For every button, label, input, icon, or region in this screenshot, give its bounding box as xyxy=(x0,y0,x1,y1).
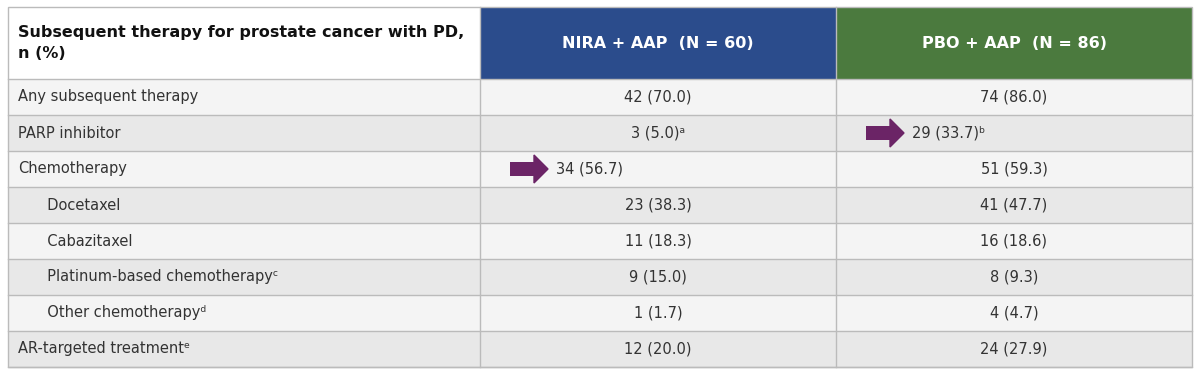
Text: NIRA + AAP  (N = 60): NIRA + AAP (N = 60) xyxy=(562,36,754,51)
Bar xyxy=(8,295,480,331)
Bar xyxy=(836,151,1192,187)
Bar xyxy=(480,151,836,187)
Text: 16 (18.6): 16 (18.6) xyxy=(980,234,1048,249)
Bar xyxy=(8,223,480,259)
Text: 74 (86.0): 74 (86.0) xyxy=(980,90,1048,105)
Bar xyxy=(510,162,534,176)
Bar xyxy=(480,79,836,115)
Bar xyxy=(480,295,836,331)
Text: Other chemotherapyᵈ: Other chemotherapyᵈ xyxy=(38,306,206,321)
Text: Cabazitaxel: Cabazitaxel xyxy=(38,234,132,249)
Bar xyxy=(8,115,480,151)
Bar xyxy=(836,115,1192,151)
Text: 29 (33.7)ᵇ: 29 (33.7)ᵇ xyxy=(912,126,985,141)
Text: 42 (70.0): 42 (70.0) xyxy=(624,90,691,105)
Text: AR-targeted treatmentᵉ: AR-targeted treatmentᵉ xyxy=(18,342,190,357)
Bar xyxy=(8,7,480,79)
Text: 11 (18.3): 11 (18.3) xyxy=(624,234,691,249)
Text: Subsequent therapy for prostate cancer with PD,
n (%): Subsequent therapy for prostate cancer w… xyxy=(18,25,464,61)
Bar xyxy=(480,187,836,223)
Text: PBO + AAP  (N = 86): PBO + AAP (N = 86) xyxy=(922,36,1106,51)
Text: Chemotherapy: Chemotherapy xyxy=(18,162,127,177)
Bar xyxy=(836,7,1192,79)
Text: PARP inhibitor: PARP inhibitor xyxy=(18,126,120,141)
Bar xyxy=(836,259,1192,295)
Bar xyxy=(836,295,1192,331)
Bar xyxy=(8,151,480,187)
Bar xyxy=(480,7,836,79)
Bar xyxy=(480,223,836,259)
Text: 4 (4.7): 4 (4.7) xyxy=(990,306,1038,321)
Text: 12 (20.0): 12 (20.0) xyxy=(624,342,691,357)
Bar xyxy=(8,187,480,223)
Text: 23 (38.3): 23 (38.3) xyxy=(625,198,691,213)
Bar xyxy=(836,223,1192,259)
Bar xyxy=(8,259,480,295)
Text: 1 (1.7): 1 (1.7) xyxy=(634,306,683,321)
Bar xyxy=(480,259,836,295)
Text: 3 (5.0)ᵃ: 3 (5.0)ᵃ xyxy=(631,126,685,141)
Text: 34 (56.7): 34 (56.7) xyxy=(556,162,623,177)
Bar xyxy=(8,79,480,115)
Bar xyxy=(836,79,1192,115)
Text: Docetaxel: Docetaxel xyxy=(38,198,120,213)
Bar xyxy=(8,331,480,367)
Polygon shape xyxy=(890,119,904,147)
Text: 41 (47.7): 41 (47.7) xyxy=(980,198,1048,213)
Bar xyxy=(836,331,1192,367)
Text: Platinum-based chemotherapyᶜ: Platinum-based chemotherapyᶜ xyxy=(38,270,278,285)
Text: 9 (15.0): 9 (15.0) xyxy=(629,270,686,285)
Bar xyxy=(480,115,836,151)
Bar xyxy=(836,187,1192,223)
Text: 8 (9.3): 8 (9.3) xyxy=(990,270,1038,285)
Text: 51 (59.3): 51 (59.3) xyxy=(980,162,1048,177)
Bar xyxy=(480,331,836,367)
Text: 24 (27.9): 24 (27.9) xyxy=(980,342,1048,357)
Polygon shape xyxy=(534,155,548,183)
Text: Any subsequent therapy: Any subsequent therapy xyxy=(18,90,198,105)
Bar xyxy=(866,126,890,140)
